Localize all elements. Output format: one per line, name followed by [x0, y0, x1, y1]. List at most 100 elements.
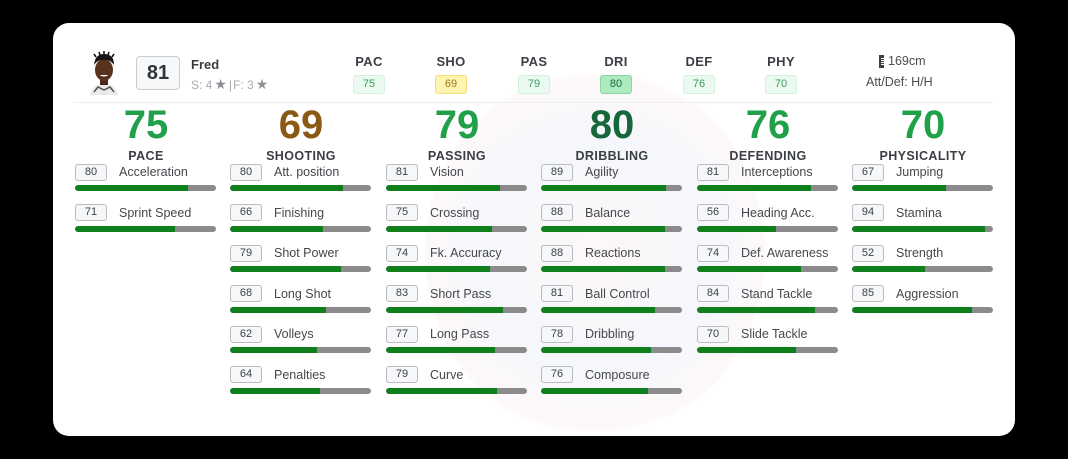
- skill-moves-label: S: 4: [191, 77, 213, 92]
- attribute-value-badge: 85: [852, 285, 884, 302]
- player-header: 81 Fred S: 4 ★ | F: 3 ★ PAC 75 SHO 69 PA…: [53, 23, 1015, 103]
- category-rating: 75: [123, 103, 169, 147]
- attribute-label: Composure: [585, 367, 650, 382]
- attribute-row: 74 Def. Awareness: [697, 244, 839, 285]
- attribute-progress-bar: [230, 266, 371, 272]
- attribute-value-badge: 71: [75, 204, 107, 221]
- attribute-progress-fill: [697, 185, 812, 191]
- player-portrait-icon: [90, 51, 118, 95]
- attribute-progress-fill: [386, 225, 492, 232]
- attribute-row: 80 Att. position: [230, 163, 372, 204]
- summary-pas: PAS 79: [504, 54, 564, 94]
- attribute-label: Vision: [430, 165, 464, 179]
- attribute-row: 79 Shot Power: [230, 244, 372, 285]
- attribute-progress-bar: [386, 306, 527, 313]
- attribute-label: Jumping: [896, 165, 944, 179]
- attribute-progress-bar: [852, 306, 993, 313]
- attribute-label: Crossing: [430, 205, 480, 220]
- attribute-row: 76 Composure: [541, 366, 683, 407]
- work-rate: Att/Def: H/H: [866, 75, 933, 89]
- attribute-progress-fill: [75, 225, 176, 232]
- attribute-progress-bar: [230, 185, 371, 191]
- attribute-value-badge: 79: [230, 244, 262, 262]
- attribute-progress-bar: [386, 266, 527, 272]
- attribute-label: Curve: [430, 367, 464, 382]
- attribute-progress-fill: [697, 347, 796, 353]
- attribute-progress-fill: [541, 347, 651, 353]
- attribute-row: 94 Stamina: [852, 204, 994, 245]
- attribute-label: Shot Power: [274, 246, 339, 260]
- attribute-progress-fill: [697, 266, 802, 272]
- attribute-value-badge: 94: [852, 204, 884, 221]
- category-rating: 80: [589, 103, 635, 147]
- attribute-label: Reactions: [585, 246, 641, 260]
- attribute-progress-fill: [541, 266, 666, 272]
- attribute-row: 68 Long Shot: [230, 285, 372, 326]
- category-rating: 79: [434, 103, 480, 147]
- attribute-progress-fill: [230, 266, 342, 272]
- attribute-label: Interceptions: [741, 165, 813, 179]
- stat-column-passing: 79 PASSING 81 Vision 75 Crossing 74 Fk. Accurac…: [386, 103, 528, 406]
- attribute-progress-bar: [75, 225, 216, 232]
- attribute-progress-fill: [697, 225, 776, 232]
- summary-label: DRI: [604, 54, 628, 69]
- attribute-row: 85 Aggression: [852, 285, 994, 326]
- attribute-progress-bar: [230, 347, 371, 353]
- player-stats-card: 81 Fred S: 4 ★ | F: 3 ★ PAC 75 SHO 69 PA…: [53, 23, 1015, 436]
- attribute-value-badge: 88: [541, 244, 573, 262]
- attribute-progress-fill: [386, 266, 491, 272]
- attribute-row: 88 Balance: [541, 204, 683, 245]
- attribute-progress-fill: [230, 306, 326, 313]
- attribute-progress-bar: [852, 266, 993, 272]
- attribute-label: Def. Awareness: [741, 246, 829, 260]
- category-name: DRIBBLING: [575, 149, 649, 163]
- star-icon: ★: [255, 76, 269, 92]
- attribute-row: 67 Jumping: [852, 163, 994, 204]
- attribute-value-badge: 74: [697, 244, 729, 262]
- skill-weakfoot-info: S: 4 ★ | F: 3 ★: [191, 76, 269, 93]
- attribute-label: Stamina: [896, 205, 942, 220]
- attribute-value-badge: 64: [230, 366, 262, 383]
- category-name: DEFENDING: [729, 149, 807, 163]
- attribute-progress-fill: [852, 185, 947, 191]
- attribute-progress-bar: [386, 225, 527, 232]
- summary-label: PHY: [767, 54, 795, 69]
- attribute-label: Aggression: [896, 286, 959, 301]
- attribute-progress-bar: [386, 347, 527, 353]
- player-avatar: [86, 51, 122, 95]
- attribute-value-badge: 56: [697, 204, 729, 221]
- stat-column-dribbling: 80 DRIBBLING 89 Agility 88 Balance 88 Reactions…: [541, 103, 683, 406]
- attribute-row: 81 Interceptions: [697, 163, 839, 204]
- category-name: PACE: [128, 149, 164, 163]
- attribute-row: 89 Agility: [541, 163, 683, 204]
- attribute-progress-bar: [541, 387, 682, 394]
- attribute-progress-bar: [541, 266, 682, 272]
- category-rating: 76: [745, 103, 791, 147]
- attribute-value-badge: 80: [75, 163, 107, 181]
- attribute-value-badge: 89: [541, 163, 573, 181]
- attribute-value-badge: 76: [541, 366, 573, 383]
- attribute-value-badge: 83: [386, 285, 418, 302]
- attribute-value-badge: 80: [230, 163, 262, 181]
- player-height: 169cm: [879, 54, 926, 68]
- attribute-progress-bar: [230, 306, 371, 313]
- attribute-label: Heading Acc.: [741, 205, 815, 220]
- summary-dri: DRI 80: [586, 54, 646, 94]
- attribute-progress-fill: [230, 387, 321, 394]
- summary-value-badge: 75: [353, 75, 385, 94]
- attribute-progress-bar: [852, 225, 993, 232]
- attribute-row: 75 Crossing: [386, 204, 528, 245]
- attribute-progress-fill: [386, 185, 501, 191]
- attribute-value-badge: 81: [541, 285, 573, 302]
- attribute-progress-fill: [541, 306, 656, 313]
- attribute-progress-bar: [697, 306, 838, 313]
- stat-column-physicality: 70 PHYSICALITY 67 Jumping 94 Stamina 52 Strengt…: [852, 103, 994, 325]
- summary-value-badge: 80: [600, 75, 632, 94]
- attribute-progress-bar: [541, 185, 682, 191]
- attribute-row: 66 Finishing: [230, 204, 372, 245]
- attribute-progress-fill: [541, 387, 649, 394]
- summary-label: PAC: [355, 54, 383, 69]
- attribute-progress-fill: [75, 185, 188, 191]
- category-name: PHYSICALITY: [879, 149, 967, 163]
- attribute-value-badge: 81: [386, 163, 418, 181]
